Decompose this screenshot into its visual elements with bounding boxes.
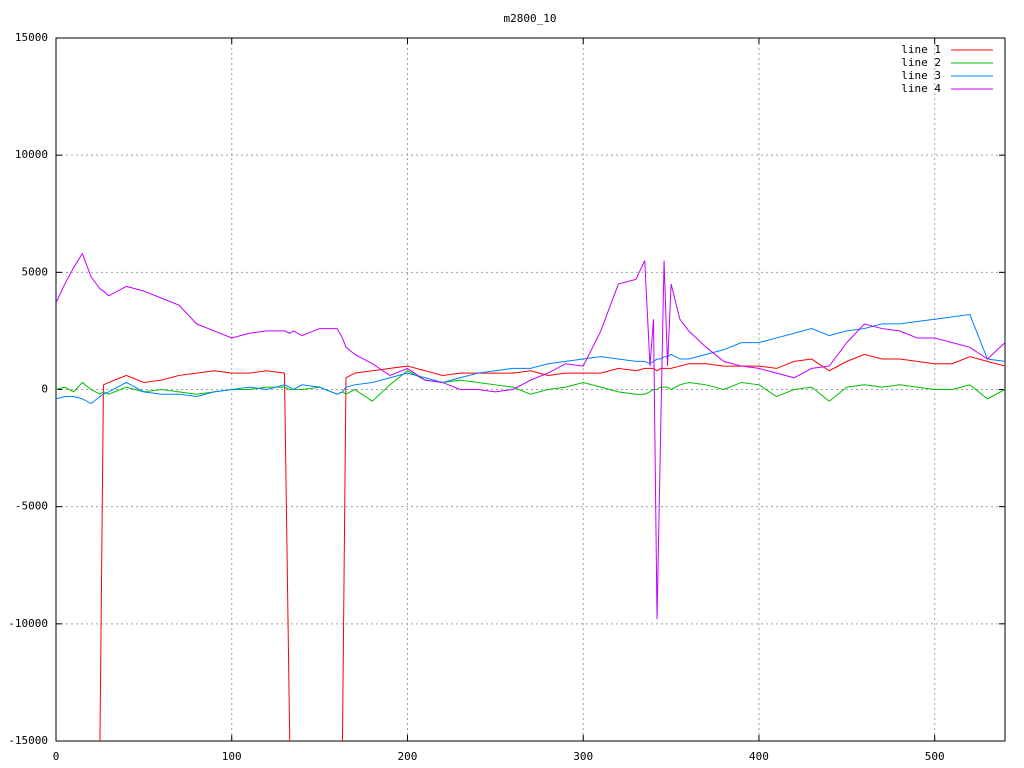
x-tick-label: 500 (925, 750, 945, 763)
chart-title: m2800_10 (504, 12, 557, 25)
y-tick-label: -15000 (8, 734, 48, 747)
legend-label: line 3 (901, 69, 941, 82)
data-line (56, 252, 1005, 620)
y-tick-label: -5000 (15, 500, 48, 513)
x-tick-label: 300 (573, 750, 593, 763)
x-tick-label: 200 (398, 750, 418, 763)
y-tick-label: -10000 (8, 617, 48, 630)
y-tick-label: 0 (41, 383, 48, 396)
data-line (99, 353, 1005, 741)
y-tick-label: 15000 (15, 31, 48, 44)
legend-label: line 4 (901, 82, 941, 95)
y-tick-label: 10000 (15, 148, 48, 161)
x-tick-label: 100 (222, 750, 242, 763)
x-tick-label: 400 (749, 750, 769, 763)
x-tick-label: 0 (53, 750, 60, 763)
data-line (56, 370, 1005, 402)
legend-label: line 2 (901, 56, 941, 69)
y-tick-label: 5000 (22, 265, 49, 278)
legend-label: line 1 (901, 43, 941, 56)
plot-area (56, 252, 1005, 741)
data-line (56, 313, 1005, 405)
